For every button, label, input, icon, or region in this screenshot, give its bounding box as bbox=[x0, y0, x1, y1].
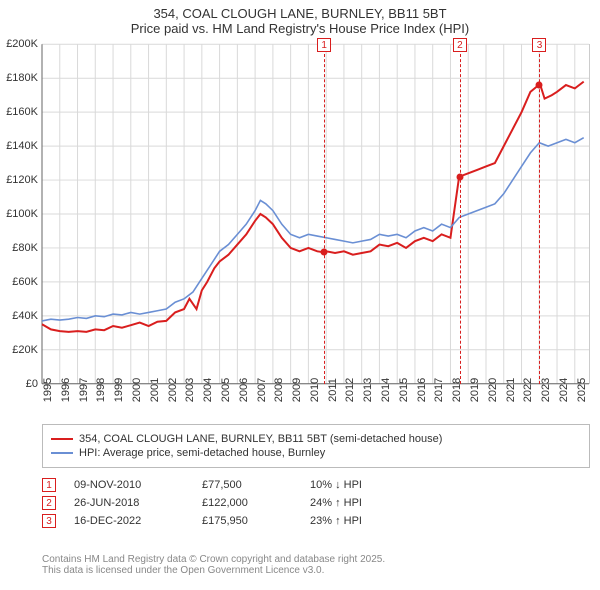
x-axis: 1995199619971998199920002001200220032004… bbox=[42, 386, 590, 420]
legend-row: HPI: Average price, semi-detached house,… bbox=[51, 447, 581, 459]
x-tick-label: 2025 bbox=[576, 378, 588, 402]
legend-row: 354, COAL CLOUGH LANE, BURNLEY, BB11 5BT… bbox=[51, 433, 581, 445]
x-tick-label: 2019 bbox=[469, 378, 481, 402]
legend-label: HPI: Average price, semi-detached house,… bbox=[79, 447, 325, 459]
sale-delta: 23% ↑ HPI bbox=[310, 515, 420, 527]
sale-badge: 1 bbox=[42, 478, 56, 492]
chart-svg bbox=[42, 44, 589, 384]
attribution: Contains HM Land Registry data © Crown c… bbox=[42, 554, 590, 576]
legend-swatch bbox=[51, 438, 73, 440]
x-tick-label: 2016 bbox=[416, 378, 428, 402]
x-tick-label: 2010 bbox=[309, 378, 321, 402]
y-tick-label: £20K bbox=[12, 344, 38, 356]
x-tick-label: 2000 bbox=[131, 378, 143, 402]
sale-price: £122,000 bbox=[202, 497, 292, 509]
sale-price: £77,500 bbox=[202, 479, 292, 491]
sale-marker-vline bbox=[460, 44, 461, 384]
y-axis: £0£20K£40K£60K£80K£100K£120K£140K£160K£1… bbox=[0, 44, 40, 384]
x-tick-label: 2017 bbox=[433, 378, 445, 402]
x-tick-label: 2008 bbox=[273, 378, 285, 402]
legend-label: 354, COAL CLOUGH LANE, BURNLEY, BB11 5BT… bbox=[79, 433, 442, 445]
sale-marker-dot bbox=[456, 173, 463, 180]
legend-swatch bbox=[51, 452, 73, 454]
y-tick-label: £200K bbox=[6, 38, 38, 50]
sale-marker-dot bbox=[536, 81, 543, 88]
x-tick-label: 2002 bbox=[167, 378, 179, 402]
y-tick-label: £180K bbox=[6, 72, 38, 84]
sales-row: 3 16-DEC-2022 £175,950 23% ↑ HPI bbox=[42, 514, 590, 528]
y-tick-label: £140K bbox=[6, 140, 38, 152]
x-tick-label: 2013 bbox=[362, 378, 374, 402]
x-tick-label: 2018 bbox=[451, 378, 463, 402]
sale-badge: 2 bbox=[42, 496, 56, 510]
x-tick-label: 2011 bbox=[327, 378, 339, 402]
y-tick-label: £80K bbox=[12, 242, 38, 254]
sale-marker-flag: 2 bbox=[453, 38, 467, 52]
sales-row: 2 26-JUN-2018 £122,000 24% ↑ HPI bbox=[42, 496, 590, 510]
sale-marker-flag: 3 bbox=[532, 38, 546, 52]
x-tick-label: 2020 bbox=[487, 378, 499, 402]
x-tick-label: 2004 bbox=[202, 378, 214, 402]
sale-delta: 10% ↓ HPI bbox=[310, 479, 420, 491]
y-tick-label: £60K bbox=[12, 276, 38, 288]
sales-table: 1 09-NOV-2010 £77,500 10% ↓ HPI 2 26-JUN-2018… bbox=[42, 474, 590, 532]
sale-date: 16-DEC-2022 bbox=[74, 515, 184, 527]
x-tick-label: 1995 bbox=[42, 378, 54, 402]
y-tick-label: £100K bbox=[6, 208, 38, 220]
x-tick-label: 2006 bbox=[238, 378, 250, 402]
y-tick-label: £160K bbox=[6, 106, 38, 118]
legend: 354, COAL CLOUGH LANE, BURNLEY, BB11 5BT… bbox=[42, 424, 590, 468]
x-tick-label: 1997 bbox=[78, 378, 90, 402]
sale-badge: 3 bbox=[42, 514, 56, 528]
x-tick-label: 2009 bbox=[291, 378, 303, 402]
x-tick-label: 2021 bbox=[505, 378, 517, 402]
x-tick-label: 2014 bbox=[380, 378, 392, 402]
sale-delta: 24% ↑ HPI bbox=[310, 497, 420, 509]
y-tick-label: £0 bbox=[26, 378, 38, 390]
sale-marker-vline bbox=[539, 44, 540, 384]
attribution-line2: This data is licensed under the Open Gov… bbox=[42, 565, 590, 576]
x-tick-label: 2012 bbox=[344, 378, 356, 402]
x-tick-label: 2001 bbox=[149, 378, 161, 402]
sale-date: 26-JUN-2018 bbox=[74, 497, 184, 509]
sale-marker-dot bbox=[321, 249, 328, 256]
sale-marker-flag: 1 bbox=[317, 38, 331, 52]
x-tick-label: 2022 bbox=[522, 378, 534, 402]
sale-date: 09-NOV-2010 bbox=[74, 479, 184, 491]
attribution-line1: Contains HM Land Registry data © Crown c… bbox=[42, 554, 590, 565]
chart-title-subtitle: Price paid vs. HM Land Registry's House … bbox=[10, 21, 590, 36]
x-tick-label: 2015 bbox=[398, 378, 410, 402]
sale-marker-vline bbox=[324, 44, 325, 384]
x-tick-label: 1999 bbox=[113, 378, 125, 402]
sale-price: £175,950 bbox=[202, 515, 292, 527]
y-tick-label: £40K bbox=[12, 310, 38, 322]
x-tick-label: 2003 bbox=[184, 378, 196, 402]
x-tick-label: 1998 bbox=[95, 378, 107, 402]
x-tick-label: 1996 bbox=[60, 378, 72, 402]
chart-plot-area: 123 bbox=[42, 44, 590, 384]
x-tick-label: 2024 bbox=[558, 378, 570, 402]
sales-row: 1 09-NOV-2010 £77,500 10% ↓ HPI bbox=[42, 478, 590, 492]
x-tick-label: 2023 bbox=[540, 378, 552, 402]
x-tick-label: 2005 bbox=[220, 378, 232, 402]
y-tick-label: £120K bbox=[6, 174, 38, 186]
chart-title-address: 354, COAL CLOUGH LANE, BURNLEY, BB11 5BT bbox=[10, 6, 590, 21]
x-tick-label: 2007 bbox=[256, 378, 268, 402]
